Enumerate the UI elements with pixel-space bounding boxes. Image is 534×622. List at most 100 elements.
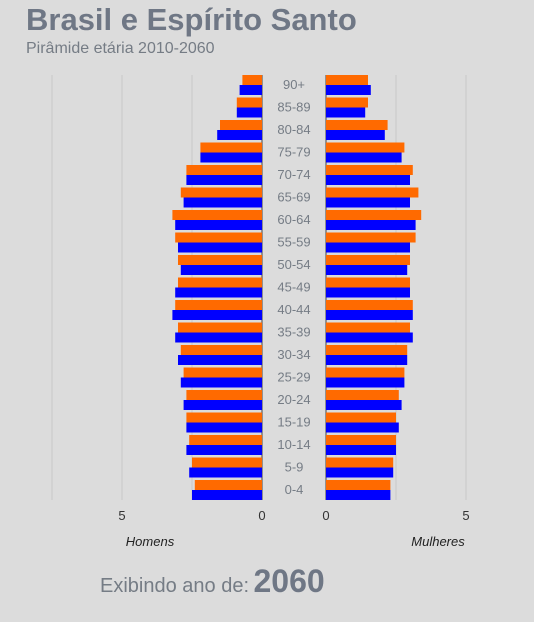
year-indicator: Exibindo ano de: 2060 xyxy=(100,563,325,600)
bar-homens-brasil-70-74 xyxy=(186,165,262,175)
bar-homens-brasil-55-59 xyxy=(175,232,262,243)
bar-homens-es-75-79 xyxy=(200,152,262,163)
bar-homens-es-70-74 xyxy=(186,175,262,185)
bar-homens-es-40-44 xyxy=(172,310,262,320)
bar-mulheres-es-85-89 xyxy=(326,107,366,118)
bar-mulheres-es-5-9 xyxy=(326,467,394,478)
bar-mulheres-es-45-49 xyxy=(326,287,410,298)
age-label: 80-84 xyxy=(277,122,310,137)
age-labels: 90+ 85-89 80-84 75-79 70-74 65-69 60-64 55-59 50… xyxy=(277,77,310,497)
tick-label-left: 0 xyxy=(258,508,265,523)
bar-mulheres-brasil-5-9 xyxy=(326,457,394,468)
bar-mulheres-brasil-10-14 xyxy=(326,435,396,445)
bar-homens-brasil-20-24 xyxy=(186,390,262,400)
bars-group xyxy=(172,75,422,500)
age-label: 55-59 xyxy=(277,235,310,250)
bar-mulheres-es-65-69 xyxy=(326,197,410,208)
page-subtitle: Pirâmide etária 2010-2060 xyxy=(26,40,215,57)
age-label: 85-89 xyxy=(277,100,310,115)
bar-homens-es-10-14 xyxy=(186,445,262,455)
age-label: 15-19 xyxy=(277,415,310,430)
bar-homens-es-80-84 xyxy=(217,130,262,140)
bar-homens-es-85-89 xyxy=(236,107,262,118)
bar-homens-es-15-19 xyxy=(186,422,262,433)
bar-mulheres-brasil-90+ xyxy=(326,75,368,85)
bar-mulheres-es-35-39 xyxy=(326,332,413,343)
year-value: 2060 xyxy=(253,563,325,599)
bar-homens-brasil-0-4 xyxy=(194,480,262,490)
bar-homens-es-65-69 xyxy=(183,197,262,208)
bar-homens-brasil-10-14 xyxy=(189,435,262,445)
bar-homens-brasil-30-34 xyxy=(180,345,262,355)
age-label: 50-54 xyxy=(277,257,310,272)
bar-mulheres-es-70-74 xyxy=(326,175,410,185)
bar-homens-brasil-85-89 xyxy=(236,97,262,108)
bar-mulheres-brasil-15-19 xyxy=(326,412,396,423)
age-label: 30-34 xyxy=(277,347,310,362)
bar-mulheres-es-55-59 xyxy=(326,242,410,253)
bar-mulheres-es-80-84 xyxy=(326,130,385,140)
bar-mulheres-brasil-55-59 xyxy=(326,232,416,243)
bar-homens-brasil-35-39 xyxy=(178,322,262,333)
bar-homens-es-60-64 xyxy=(175,220,262,230)
bar-homens-es-35-39 xyxy=(175,332,262,343)
bar-mulheres-brasil-0-4 xyxy=(326,480,391,490)
bar-mulheres-es-40-44 xyxy=(326,310,413,320)
bar-mulheres-es-50-54 xyxy=(326,265,408,275)
bar-mulheres-brasil-30-34 xyxy=(326,345,408,355)
bar-mulheres-brasil-75-79 xyxy=(326,142,405,153)
bar-mulheres-es-10-14 xyxy=(326,445,396,455)
age-label: 20-24 xyxy=(277,392,310,407)
axis-ticks: 0 0 5 5 xyxy=(118,508,469,523)
age-label: 60-64 xyxy=(277,212,310,227)
age-label: 0-4 xyxy=(285,482,304,497)
bar-mulheres-es-30-34 xyxy=(326,355,408,365)
bar-homens-es-55-59 xyxy=(178,242,262,253)
bar-homens-es-5-9 xyxy=(189,467,262,478)
right-side-label: Mulheres xyxy=(411,534,465,549)
bar-mulheres-brasil-45-49 xyxy=(326,277,410,288)
bar-mulheres-es-25-29 xyxy=(326,377,405,388)
bar-mulheres-brasil-35-39 xyxy=(326,322,410,333)
page-title: Brasil e Espírito Santo xyxy=(26,2,357,37)
bar-mulheres-brasil-20-24 xyxy=(326,390,399,400)
age-label: 70-74 xyxy=(277,167,310,182)
bar-homens-brasil-40-44 xyxy=(175,300,262,310)
bar-mulheres-es-75-79 xyxy=(326,152,402,163)
left-side-label: Homens xyxy=(126,534,175,549)
bar-mulheres-brasil-85-89 xyxy=(326,97,368,108)
bar-homens-brasil-15-19 xyxy=(186,412,262,423)
age-label: 10-14 xyxy=(277,437,310,452)
bar-homens-es-45-49 xyxy=(175,287,262,298)
age-label: 90+ xyxy=(283,77,305,92)
bar-homens-brasil-75-79 xyxy=(200,142,262,153)
year-label: Exibindo ano de: xyxy=(100,575,250,597)
bar-mulheres-es-20-24 xyxy=(326,400,402,410)
bar-mulheres-brasil-40-44 xyxy=(326,300,413,310)
age-label: 65-69 xyxy=(277,190,310,205)
bar-mulheres-brasil-70-74 xyxy=(326,165,413,175)
bar-homens-brasil-80-84 xyxy=(220,120,262,130)
bar-homens-es-25-29 xyxy=(180,377,262,388)
bar-mulheres-brasil-60-64 xyxy=(326,210,422,220)
bar-homens-es-90+ xyxy=(239,85,262,95)
bar-homens-brasil-45-49 xyxy=(178,277,262,288)
bar-homens-brasil-25-29 xyxy=(183,367,262,378)
age-label: 40-44 xyxy=(277,302,310,317)
bar-homens-es-0-4 xyxy=(192,490,262,500)
bar-homens-brasil-65-69 xyxy=(180,187,262,198)
tick-label-right: 0 xyxy=(322,508,329,523)
bar-mulheres-brasil-65-69 xyxy=(326,187,419,198)
bar-homens-brasil-90+ xyxy=(242,75,262,85)
tick-label-left: 5 xyxy=(118,508,125,523)
bar-homens-brasil-50-54 xyxy=(178,255,262,265)
age-label: 45-49 xyxy=(277,280,310,295)
age-label: 5-9 xyxy=(285,460,304,475)
bar-mulheres-es-15-19 xyxy=(326,422,399,433)
bar-mulheres-brasil-50-54 xyxy=(326,255,410,265)
bar-mulheres-es-90+ xyxy=(326,85,371,95)
bar-mulheres-es-0-4 xyxy=(326,490,391,500)
bar-homens-brasil-5-9 xyxy=(192,457,262,468)
age-label: 25-29 xyxy=(277,370,310,385)
